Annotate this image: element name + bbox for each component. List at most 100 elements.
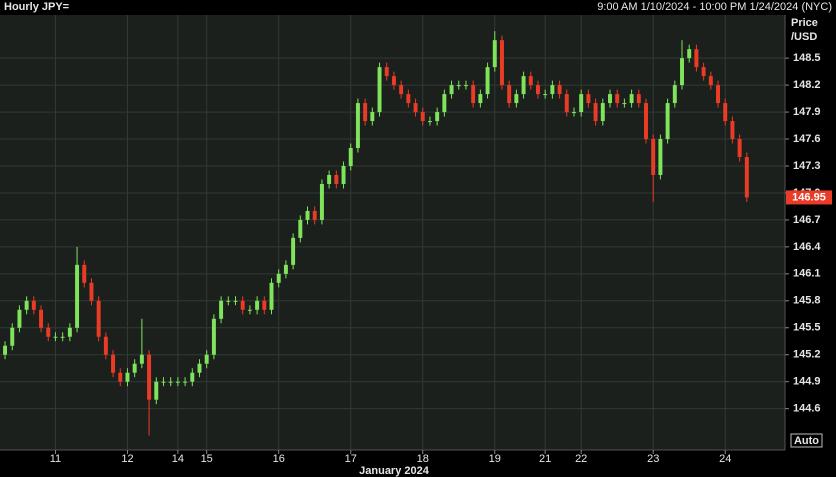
candle-body <box>572 112 576 114</box>
candle-body <box>463 85 468 87</box>
candle-body <box>39 309 44 328</box>
plot-area <box>0 15 785 450</box>
candle-body <box>168 381 173 383</box>
y-tick-label: 145.2 <box>793 349 821 361</box>
y-tick-label: 144.9 <box>793 376 821 388</box>
candle-body <box>219 300 224 319</box>
y-axis-title: Price <box>791 17 818 29</box>
candle-body <box>132 363 137 373</box>
candle-body <box>636 94 641 104</box>
candle-body <box>391 76 396 86</box>
candle-body <box>535 85 540 95</box>
candle-body <box>183 381 188 383</box>
candle-body <box>327 174 332 184</box>
x-tick-label: 14 <box>172 453 184 465</box>
candle-body <box>370 112 375 122</box>
candle-body <box>103 336 108 355</box>
candle-body <box>672 85 677 104</box>
candle-body <box>550 85 555 95</box>
candle-body <box>413 103 418 113</box>
x-tick-label: 16 <box>273 453 285 465</box>
x-tick-label: 18 <box>417 453 429 465</box>
candle-body <box>579 94 584 113</box>
x-tick-label: 22 <box>575 453 587 465</box>
candle-body <box>514 94 519 104</box>
candle-body <box>644 103 648 140</box>
auto-button[interactable] <box>790 433 823 448</box>
candle-body <box>744 157 749 198</box>
candle-body <box>680 58 684 86</box>
y-tick-label: 147.6 <box>793 133 821 145</box>
candle-body <box>478 94 483 104</box>
candle-body <box>255 300 260 310</box>
candle-body <box>730 121 735 140</box>
candle-body <box>298 219 303 238</box>
candle-body <box>528 76 533 86</box>
candle-body <box>593 103 598 122</box>
candle-body <box>723 103 728 122</box>
candle-body <box>154 381 159 400</box>
y-tick-label: 146.4 <box>793 241 821 253</box>
candle-body <box>701 67 706 77</box>
candle-body <box>499 40 504 86</box>
candle-body <box>247 309 252 311</box>
x-tick-label: 23 <box>647 453 659 465</box>
auto-button-label[interactable]: Auto <box>794 435 819 447</box>
candle-body <box>507 85 512 104</box>
candle-body <box>586 94 591 104</box>
candle-body <box>651 139 656 175</box>
candle-body <box>10 327 15 346</box>
y-tick-label: 148.2 <box>793 79 821 91</box>
candle-body <box>175 381 180 383</box>
candle-body <box>334 174 339 184</box>
candle-body <box>89 282 94 301</box>
last-price-label: 146.95 <box>792 191 826 203</box>
candle-body <box>737 139 742 158</box>
candle-body <box>312 210 317 220</box>
y-tick-label: 144.6 <box>793 403 821 415</box>
candle-body <box>161 381 166 383</box>
y-tick-label: 145.5 <box>793 322 821 334</box>
x-tick-label: 17 <box>345 453 357 465</box>
candle-body <box>283 264 288 274</box>
candles <box>0 15 785 450</box>
candle-body <box>82 264 87 283</box>
candle-body <box>24 300 29 310</box>
candle-body <box>139 354 144 364</box>
candle-body <box>269 282 274 310</box>
candle-body <box>31 300 36 310</box>
candle-body <box>564 94 569 113</box>
candle-body <box>305 210 310 220</box>
candle-body <box>60 336 65 338</box>
candle-body <box>694 49 699 68</box>
y-tick-label: 147.3 <box>793 160 821 172</box>
candle-body <box>240 300 245 310</box>
candle-body <box>456 85 461 87</box>
candle-body <box>67 327 72 337</box>
candle-body <box>687 49 692 59</box>
candle-body <box>197 363 202 373</box>
candle-body <box>377 67 382 113</box>
chart-title: Hourly JPY= <box>4 1 69 13</box>
candle-body <box>708 76 713 86</box>
candle-body <box>276 273 281 283</box>
candle-body <box>147 354 152 400</box>
candle-body <box>442 94 447 113</box>
x-tick-label: 24 <box>719 453 731 465</box>
y-tick-label: 146.7 <box>793 214 821 226</box>
candle-body <box>111 354 116 373</box>
last-price-tag <box>786 190 832 205</box>
candle-body <box>406 94 411 104</box>
candle-body <box>3 345 8 355</box>
x-axis-title: January 2024 <box>359 465 430 477</box>
candle-body <box>233 300 238 302</box>
candle-body <box>384 67 389 77</box>
candle-body <box>608 94 612 104</box>
candle-body <box>471 85 476 104</box>
y-tick-label: 147.9 <box>793 106 821 118</box>
candle-body <box>629 94 634 104</box>
candle-body <box>521 76 526 95</box>
candle-body <box>53 336 58 338</box>
candle-body <box>211 318 216 355</box>
